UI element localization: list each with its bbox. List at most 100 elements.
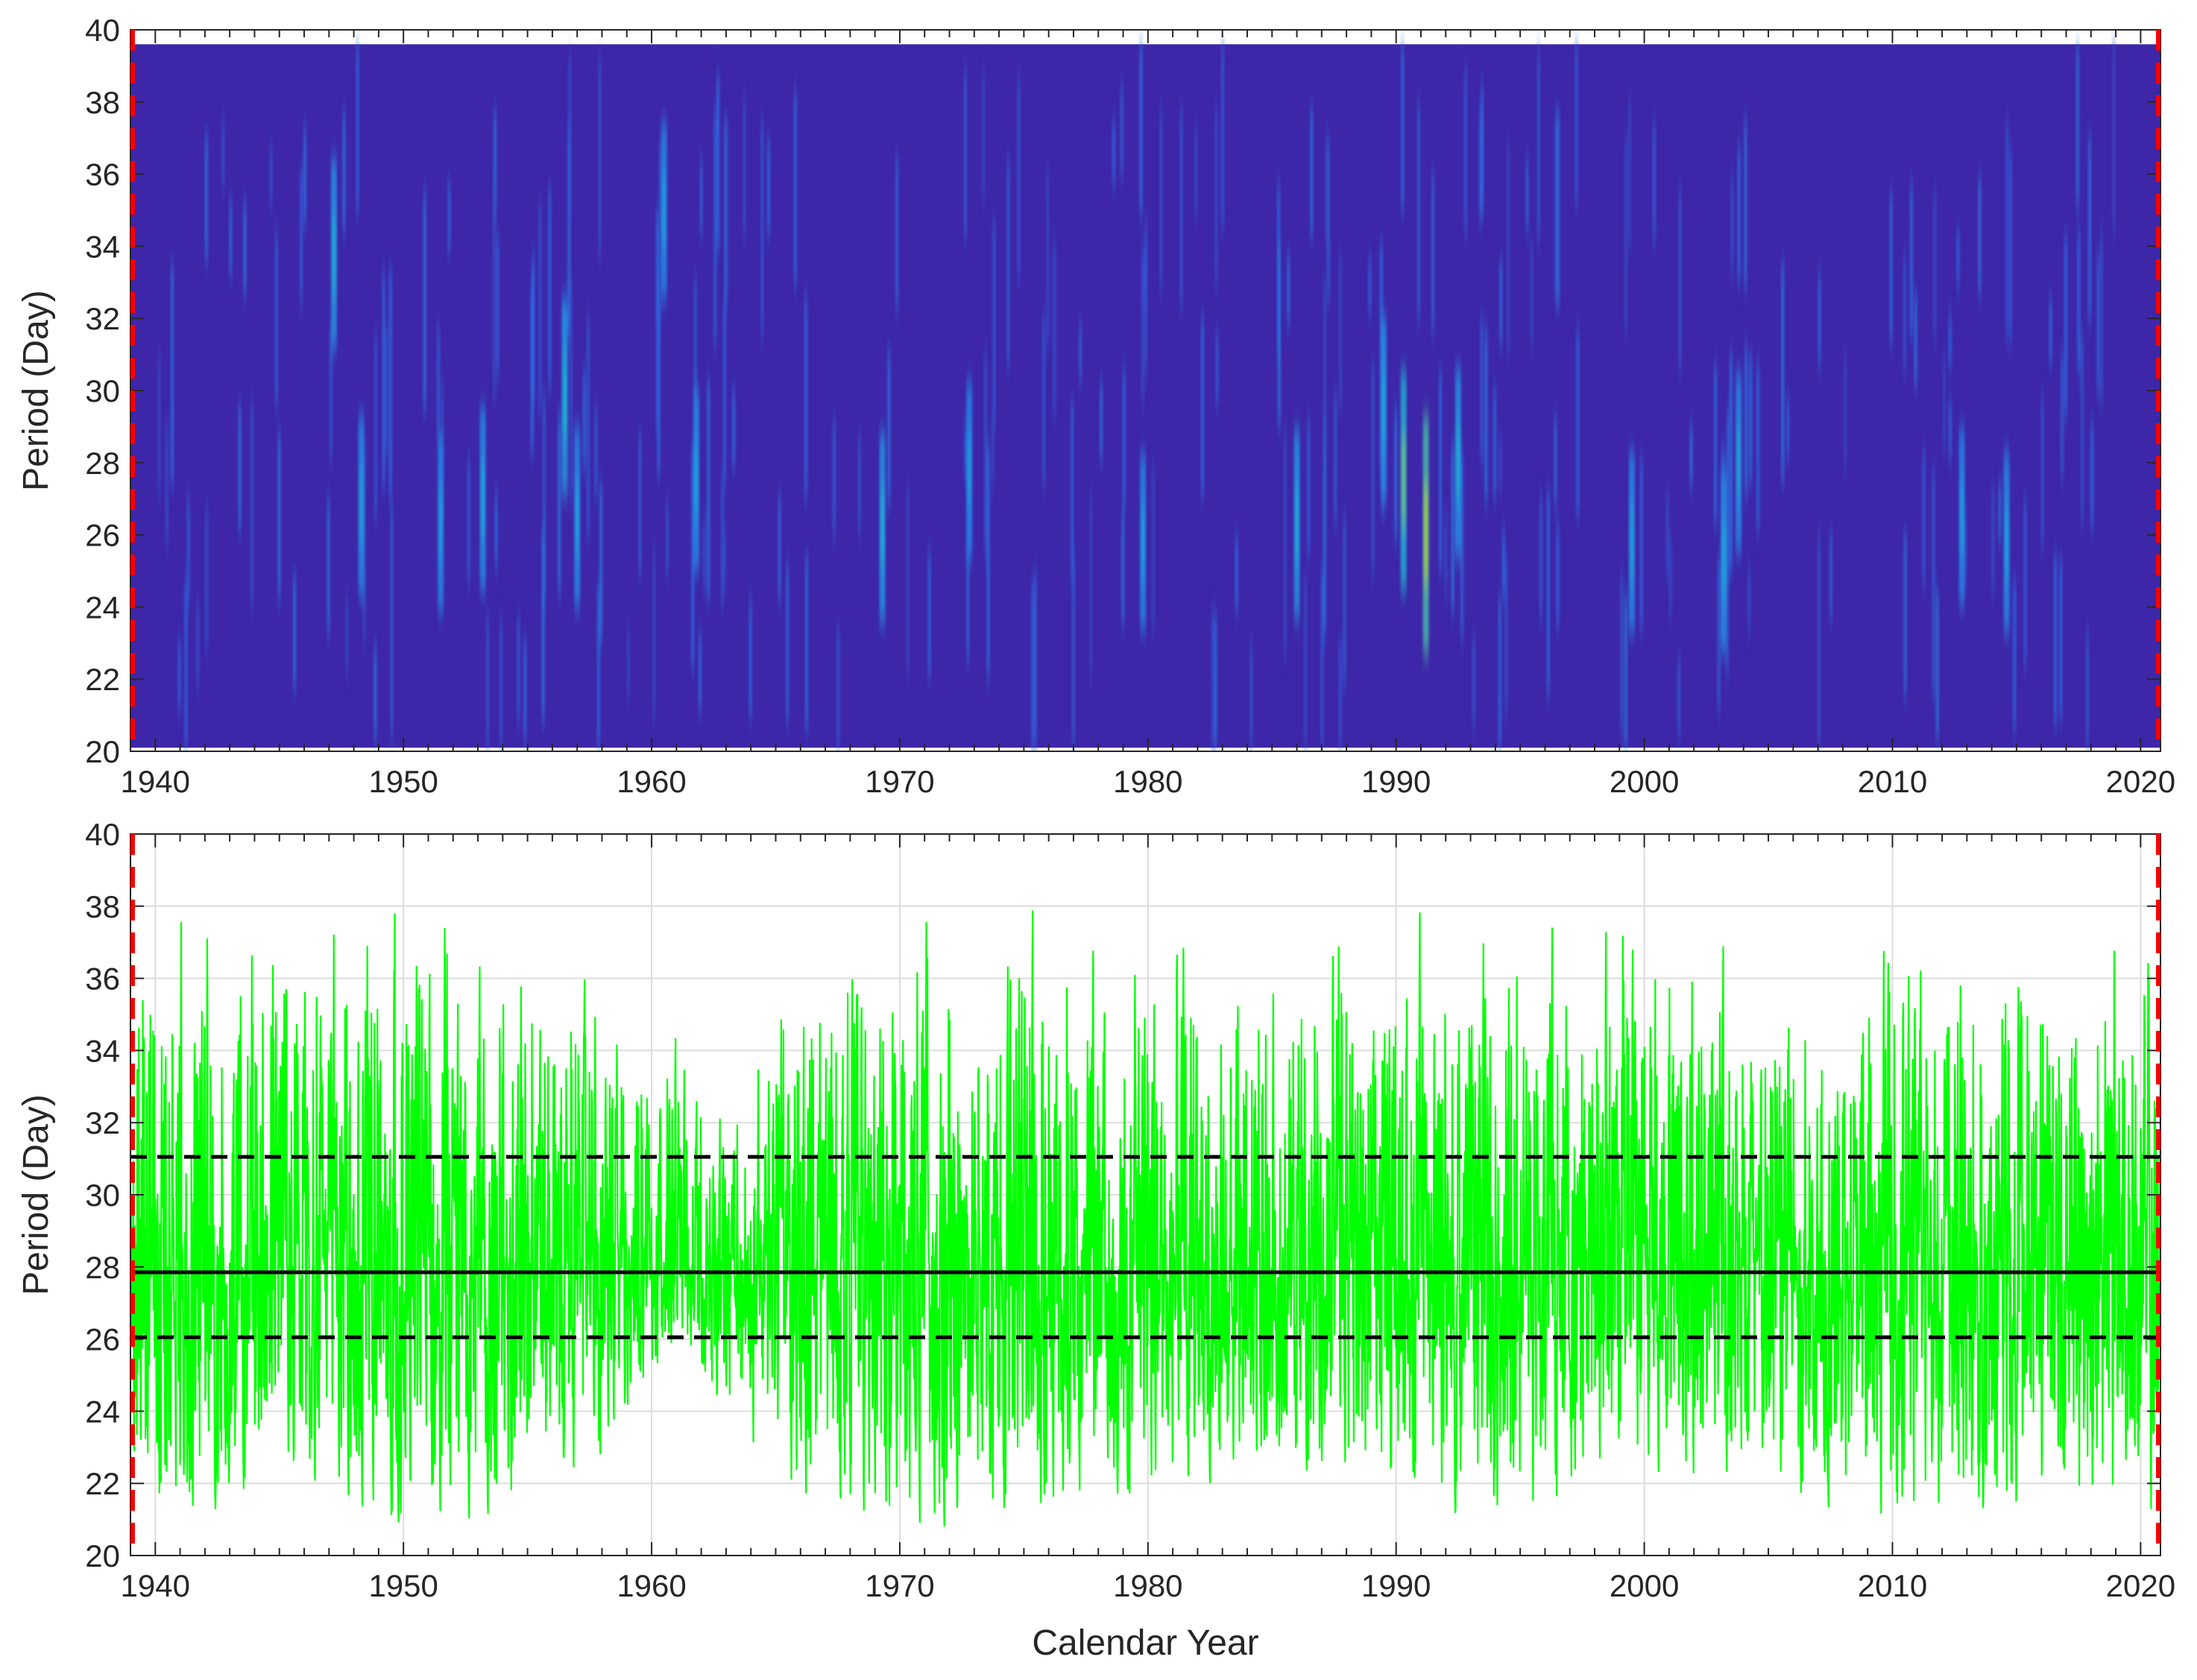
heatmap-hotspot-core [880,490,885,566]
heatmap-cell [1624,137,1628,334]
heatmap-cell [984,351,988,554]
heatmap-cell [1737,145,1741,282]
heatmap-cell [269,148,273,204]
heatmap-hotspot-core [1629,505,1634,578]
heatmap-cell [1200,315,1204,497]
y-tick-label: 20 [85,1538,120,1573]
heatmap-cell [596,584,600,748]
heatmap-cell [1480,315,1484,463]
heatmap-cell [2077,231,2081,372]
x-tick-label: 1950 [368,1568,438,1603]
heatmap-cell [447,180,451,254]
y-axis-title-top: Period (Day) [16,290,56,490]
x-tick-label: 1970 [865,1568,934,1603]
heatmap-cell [345,596,349,673]
y-tick-label: 32 [85,1105,120,1140]
series-layer [130,910,2160,1527]
x-tick-labels-top: 1940 1950 1960 1970 1980 1990 2000 2010 2020 [121,764,2176,799]
heatmap-cell [2054,552,2058,727]
heatmap-cell [655,211,659,321]
heatmap-cell [1235,537,1238,612]
heatmap-cell [300,169,303,305]
heatmap-cell [1144,220,1148,373]
heatmap-cell [1726,409,1730,584]
heatmap-cell [1394,408,1398,540]
y-axis-title-bottom: Period (Day) [16,1094,56,1295]
reference-lines [130,1155,2160,1339]
y-tick-label: 24 [85,590,120,625]
heatmap-cell [1034,571,1038,748]
heatmap-cell [1072,558,1076,748]
y-tick-label: 32 [85,301,120,336]
heatmap-cell [1991,485,1995,594]
heatmap-cell [1501,529,1505,596]
heatmap-cell [2086,631,2090,748]
heatmap-cell [1729,353,1733,572]
heatmap-cell [356,44,359,214]
heatmap-cell [2112,44,2116,233]
y-tick-label: 34 [85,229,120,264]
heatmap-cell [1948,400,1952,461]
heatmap-cell [436,326,440,438]
y-tick-label: 40 [85,817,120,852]
heatmap-cell [1112,121,1115,186]
heatmap-cell [767,139,771,236]
heatmap-cell [1504,557,1508,714]
heatmap-cell [221,119,225,188]
heatmap-cell [991,419,995,487]
x-tick-label: 1990 [1361,764,1431,799]
heatmap-cell [748,599,752,719]
heatmap-cell [1120,84,1123,176]
heatmap-cell [1554,113,1558,302]
heatmap-cell [1320,569,1324,748]
x-tick-label: 2010 [1858,1568,1927,1603]
heatmap-cell [274,231,278,408]
heatmap-cell [250,401,253,608]
heatmap-cell [499,620,503,748]
heatmap-cell [543,393,546,610]
heatmap-cell [1139,44,1143,216]
heatmap-cell [2049,297,2052,364]
heatmap-cell [963,423,967,479]
heatmap-cell [652,546,656,721]
heatmap-cell [243,202,247,294]
heatmap-cell [1689,424,1693,487]
heatmap-cell [1287,255,1290,326]
heatmap-cell [1998,481,2002,542]
heatmap-cell [832,417,836,537]
x-tick-label: 2000 [1610,1568,1679,1603]
heatmap-cell [523,640,527,739]
heatmap-hotspot-core [1455,424,1460,501]
heatmap-cell [493,183,497,400]
heatmap-cell [1498,599,1501,748]
heatmap-cell [963,70,967,239]
y-tick-label: 26 [85,1322,120,1357]
heatmap-cell [1726,517,1730,677]
x-tick-label: 1940 [121,1568,190,1603]
heatmap-cell [594,405,598,498]
y-tick-label: 24 [85,1394,120,1429]
heatmap-hotspot-core [1959,481,1964,552]
x-tick-label: 2020 [2106,764,2175,799]
heatmap-cell [722,523,726,587]
x-tick-label: 1980 [1113,764,1182,799]
heatmap-cell [1122,368,1126,508]
heatmap-hotspot-core [693,444,699,517]
heatmap-cell [724,118,728,304]
heatmap-cell [277,432,281,599]
x-tick-label: 1980 [1113,1568,1182,1603]
heatmap-cell [666,501,669,575]
heatmap-cell [713,112,717,347]
heatmap-cell [1652,121,1656,241]
heatmap-cell [1557,110,1560,308]
heatmap-cell [1323,280,1327,454]
heatmap-hotspot-core [575,481,580,553]
heatmap-cell [1492,388,1496,500]
heatmap-cell [1212,612,1216,669]
heatmap-cell [656,271,660,434]
heatmap-cell [2023,497,2027,667]
heatmap-cell [1194,125,1198,217]
wavelet-heatmap-panel: 1940 1950 1960 1970 1980 1990 2000 2010 2020 202… [16,13,2175,799]
heatmap-cell [1903,532,1907,695]
heatmap-cell [1472,637,1475,728]
